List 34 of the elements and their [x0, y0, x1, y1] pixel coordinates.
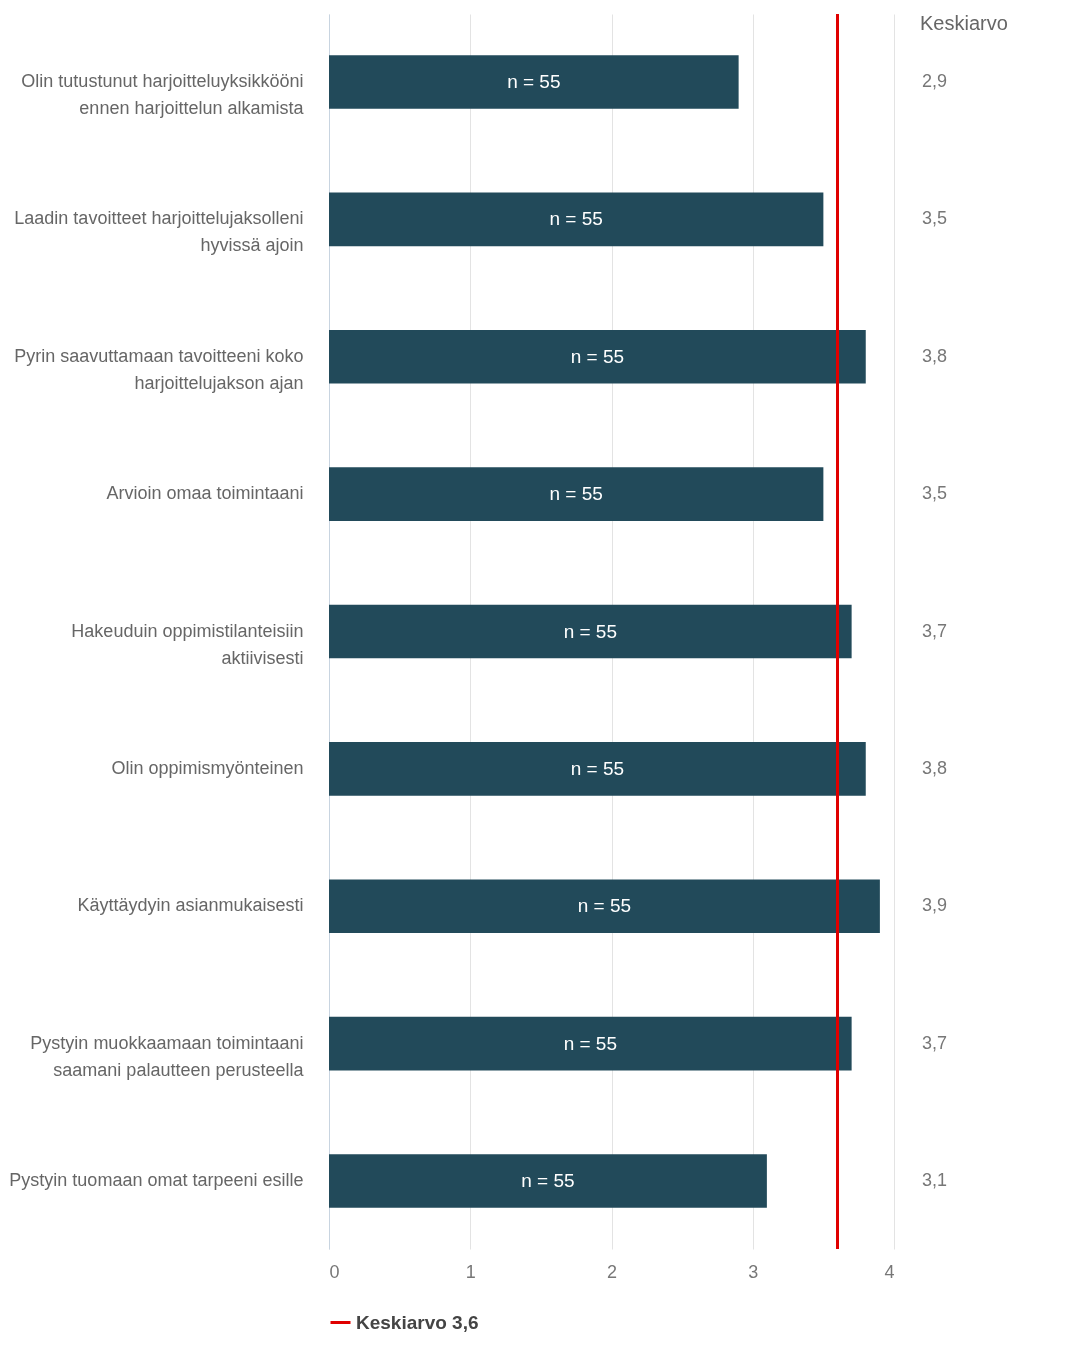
x-tick-label: 3 — [748, 1261, 759, 1282]
data-label: 3,8 — [922, 757, 948, 778]
y-tick-label: Hakeuduin oppimistilanteisiin aktiivisesti — [71, 620, 304, 668]
annotation: n = 55 — [563, 620, 617, 642]
x-tick-label: 0 — [329, 1261, 340, 1282]
annotation: n = 55 — [570, 757, 625, 779]
annotation: n = 55 — [521, 1170, 575, 1191]
text: Keskiarvo — [920, 12, 1008, 34]
data-label: 3,9 — [922, 895, 948, 916]
y-tick-label: Arvioin omaa toimintaani — [106, 483, 304, 504]
y-tick-label: Olin tutustunut harjoitteluyksikkööni ennen harjoittelun alkamista — [21, 71, 305, 118]
x-tick-label: 4 — [884, 1261, 895, 1282]
annotation: n = 55 — [577, 895, 632, 917]
x-tick-label: 1 — [465, 1261, 476, 1282]
annotation: n = 55 — [563, 1032, 617, 1054]
annotation: n = 55 — [570, 345, 625, 367]
y-tick-label: Pystyin tuomaan omat tarpeeni esille — [9, 1170, 304, 1190]
annotation: n = 55 — [549, 208, 603, 230]
y-tick-label: Olin oppimismyönteinen — [111, 757, 304, 778]
legend-label: Keskiarvo 3,6 — [356, 1311, 479, 1333]
y-tick-label: Pyrin saavuttamaan tavoitteeni koko harjoittelujakson ajan — [14, 345, 304, 393]
annotation: n = 55 — [549, 483, 603, 505]
y-tick-label: Käyttäydyin asianmukaisesti — [77, 895, 304, 916]
data-label: 2,9 — [922, 71, 948, 91]
data-label: 3,5 — [922, 483, 948, 504]
data-label: 3,7 — [922, 620, 948, 641]
y-tick-label: Laadin tavoitteet harjoittelujaksolleni hyvissä ajoin — [14, 208, 304, 256]
data-label: 3,1 — [922, 1170, 948, 1190]
y-tick-label: Pystyin muokkaamaan toimintaani saamani palautteen perusteella — [30, 1032, 305, 1080]
annotation: n = 55 — [507, 71, 561, 92]
data-label: 3,8 — [922, 345, 948, 366]
data-label: 3,7 — [922, 1032, 948, 1053]
data-label: 3,5 — [922, 208, 948, 229]
x-tick-label: 2 — [606, 1261, 618, 1282]
